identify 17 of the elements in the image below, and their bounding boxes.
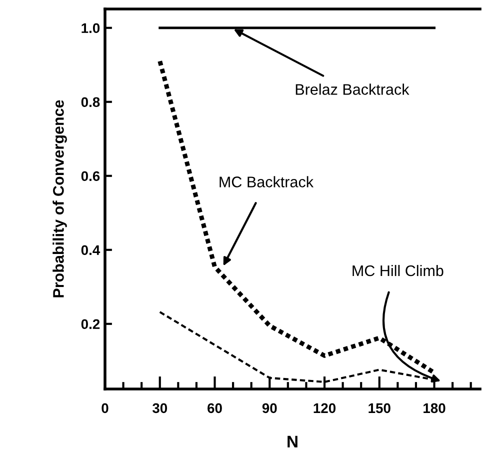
- series-label: MC Backtrack: [220, 176, 314, 188]
- text: MC Hill Climb: [352, 264, 444, 276]
- y-axis-title: Probability of Convergence: [52, 100, 67, 298]
- x-axis-title: N: [288, 436, 298, 448]
- y-tick-label: 0.8: [81, 97, 100, 108]
- x-tick-label: 180: [424, 403, 446, 414]
- x-tick-label: 120: [314, 403, 336, 414]
- x-tick-label: 0: [102, 403, 108, 414]
- x-tick-label: 150: [368, 403, 390, 414]
- y-tick-label: 0.6: [81, 171, 100, 182]
- y-tick-label: 0.4: [81, 245, 100, 256]
- x-tick-label: 60: [208, 403, 222, 414]
- text: Brelaz Backtrack: [296, 84, 410, 95]
- y-tick-label: 1.0: [82, 23, 100, 34]
- y-tick-label: 0.2: [81, 319, 100, 330]
- x-tick-label: 30: [152, 403, 168, 414]
- x-tick-label: 90: [262, 403, 277, 414]
